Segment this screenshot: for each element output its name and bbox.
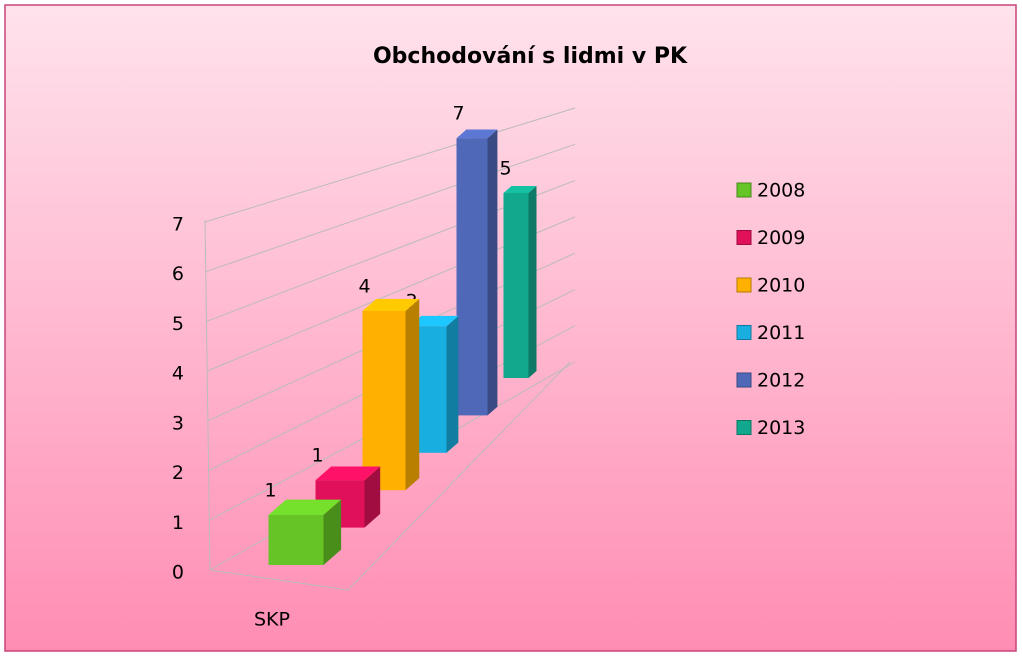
bar-side [528,186,537,378]
bar [362,311,406,491]
legend-label: 2008 [757,180,805,202]
legend-label: 2012 [757,370,805,392]
y-tick-label: 7 [172,214,184,236]
bar-side [487,129,498,416]
bar-top [503,186,537,193]
bar-side [405,298,420,491]
bar-top [456,129,498,139]
y-tick-label: 0 [172,562,184,584]
bar-top [409,315,459,327]
legend-swatch [736,372,752,388]
legend-label: 2010 [757,275,805,297]
data-label: 7 [452,103,464,125]
legend-label: 2011 [757,322,805,344]
axes-frame [204,219,571,591]
bar-top [315,466,381,481]
grid-line [204,107,576,223]
legend-swatch [736,277,752,293]
y-tick-label: 5 [172,313,184,335]
y-tick-label: 2 [172,462,184,484]
chart-title: Obchodování s lidmi v PK [373,44,688,69]
legend-swatch [736,230,752,245]
legend-label: 2009 [757,227,805,249]
bar-side [364,466,381,528]
legend-label: 2013 [757,417,805,439]
data-label: 5 [499,158,511,180]
bar [456,138,488,416]
data-label: 1 [311,445,323,467]
legend-swatch [736,182,752,198]
bar-top [362,298,420,311]
bar-top [268,499,342,515]
legend-swatch [736,325,752,340]
y-tick-label: 1 [172,512,184,534]
y-tick-label: 6 [172,263,184,285]
data-label: 1 [264,480,276,502]
bar [268,515,324,565]
data-label: 4 [358,276,370,298]
grid-line [205,143,576,273]
bar-side [446,315,459,453]
y-tick-label: 4 [172,363,184,385]
bar [503,193,529,378]
bar-side [323,499,342,565]
legend-swatch [736,420,752,435]
y-tick-label: 3 [172,412,184,434]
x-tick-label: SKP [254,609,290,631]
